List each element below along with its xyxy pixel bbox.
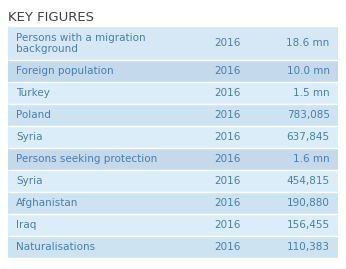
Bar [8, 26, 338, 60]
Text: Naturalisations: Naturalisations [16, 242, 95, 252]
Text: 2016: 2016 [214, 198, 240, 208]
Text: Iraq: Iraq [16, 220, 37, 230]
Text: Afghanistan: Afghanistan [16, 198, 79, 208]
Text: 637,845: 637,845 [286, 132, 330, 142]
Bar [8, 236, 338, 258]
Text: 2016: 2016 [214, 110, 240, 120]
Text: 2016: 2016 [214, 88, 240, 98]
Text: 2016: 2016 [214, 154, 240, 164]
Text: Turkey: Turkey [16, 88, 50, 98]
Text: 156,455: 156,455 [286, 220, 330, 230]
Bar [8, 126, 338, 148]
Text: 2016: 2016 [214, 176, 240, 186]
Text: 10.0 mn: 10.0 mn [287, 66, 330, 76]
Text: 1.6 mn: 1.6 mn [293, 154, 330, 164]
Text: Foreign population: Foreign population [16, 66, 114, 76]
Text: 2016: 2016 [214, 132, 240, 142]
Text: Poland: Poland [16, 110, 51, 120]
Bar [8, 214, 338, 236]
Text: Persons with a migration: Persons with a migration [16, 33, 146, 43]
Text: 18.6 mn: 18.6 mn [286, 38, 330, 48]
Text: 2016: 2016 [214, 220, 240, 230]
Bar [8, 192, 338, 214]
Text: 454,815: 454,815 [286, 176, 330, 186]
Bar [8, 170, 338, 192]
Text: 2016: 2016 [214, 242, 240, 252]
Text: KEY FIGURES: KEY FIGURES [8, 11, 94, 24]
Text: Syria: Syria [16, 176, 43, 186]
Bar [8, 82, 338, 104]
Text: 110,383: 110,383 [287, 242, 330, 252]
Text: 2016: 2016 [214, 66, 240, 76]
Text: Persons seeking protection: Persons seeking protection [16, 154, 157, 164]
Bar [8, 104, 338, 126]
Text: 783,085: 783,085 [287, 110, 330, 120]
Bar [8, 148, 338, 170]
Text: 1.5 mn: 1.5 mn [293, 88, 330, 98]
Text: background: background [16, 44, 78, 54]
Text: 190,880: 190,880 [287, 198, 330, 208]
Text: Syria: Syria [16, 132, 43, 142]
Bar [8, 60, 338, 82]
Text: 2016: 2016 [214, 38, 240, 48]
